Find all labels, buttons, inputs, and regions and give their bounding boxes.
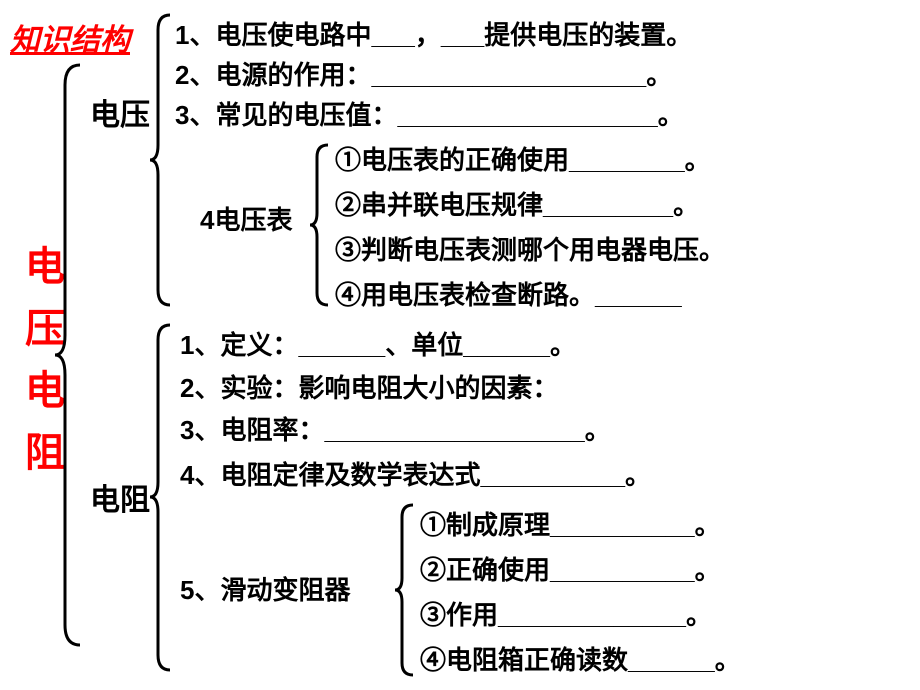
s2-sub3: ③作用_____________。 (420, 595, 712, 632)
section1-label: 电压 (90, 90, 150, 134)
section2-label: 电阻 (90, 475, 150, 519)
s2-item3: 3、电阻率：__________________。 (180, 410, 611, 447)
page-title: 知识结构 (10, 15, 130, 59)
s2-sub2: ②正确使用__________。 (420, 550, 721, 587)
s1-sub1: ①电压表的正确使用________。 (335, 140, 711, 177)
s2-sub-brace (395, 505, 417, 675)
s2-sub4: ④电阻箱正确读数______。 (420, 640, 741, 677)
main-brace (55, 65, 85, 645)
s2-item2: 2、实验：影响电阻大小的因素： (180, 368, 558, 405)
s2-item1: 1、定义：______、单位______。 (180, 325, 576, 362)
s2-sub1: ①制成原理__________。 (420, 505, 721, 542)
s1-sub-label: 4电压表 (200, 200, 292, 237)
s1-sub3: ③判断电压表测哪个用电器电压。 (335, 230, 725, 267)
s1-sub4: ④用电压表检查断路。______ (335, 275, 682, 312)
s1-item3: 3、常见的电压值：__________________。 (175, 95, 684, 132)
s2-item4: 4、电阻定律及数学表达式__________。 (180, 455, 651, 492)
s2-sub-label: 5、滑动变阻器 (180, 570, 350, 607)
s1-sub2: ②串并联电压规律_________。 (335, 185, 699, 222)
section1-brace (150, 15, 175, 305)
section2-brace (150, 325, 175, 670)
s1-item2: 2、电源的作用：___________________。 (175, 55, 672, 92)
s1-item1: 1、电压使电路中___，___提供电压的装置。 (175, 15, 692, 52)
s1-sub-brace (310, 145, 332, 305)
